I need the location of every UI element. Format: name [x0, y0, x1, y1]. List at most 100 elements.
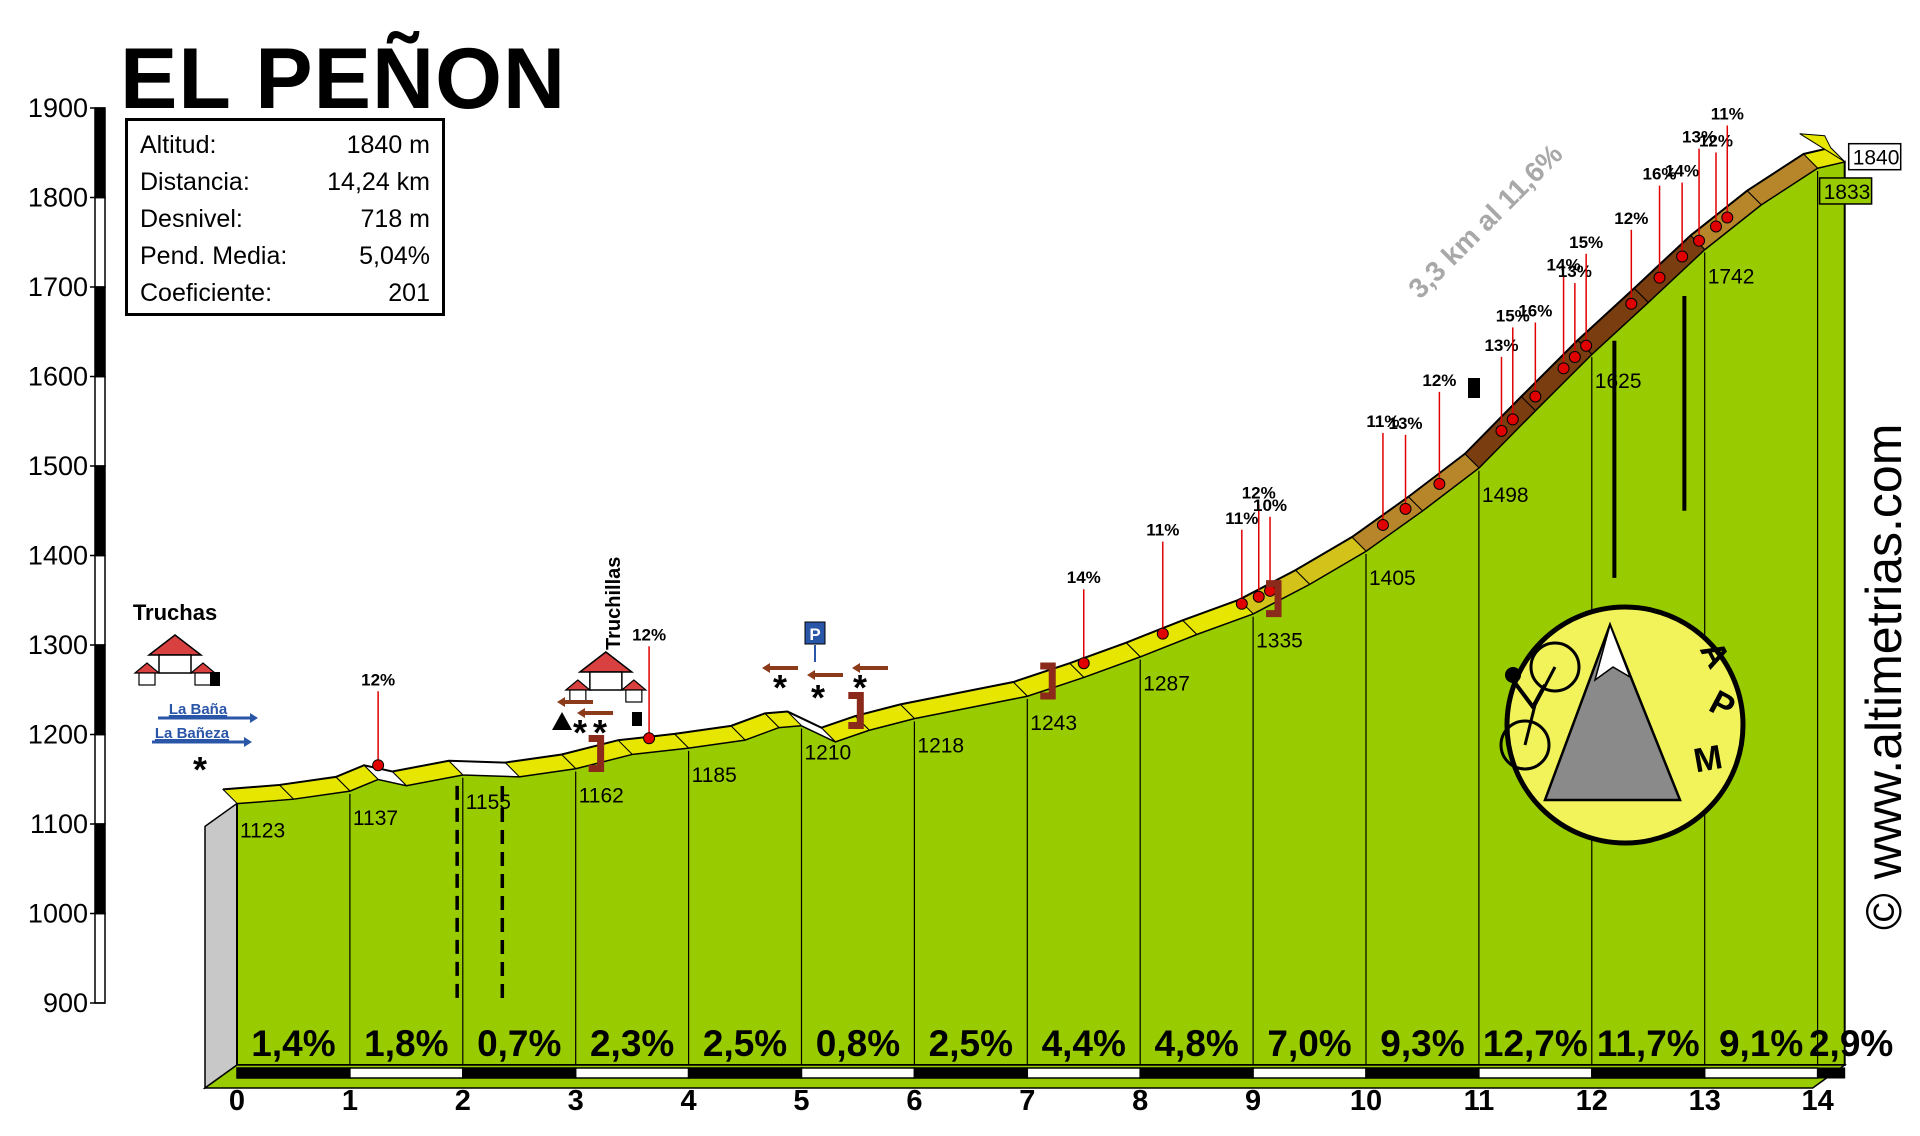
- stat-row: Coeficiente: 201: [140, 275, 430, 312]
- steep-marker: [1506, 413, 1519, 426]
- y-axis-segment: [94, 823, 106, 915]
- alt-label: 1498: [1482, 484, 1529, 507]
- house-icon: [194, 672, 212, 686]
- y-axis-segment: [94, 554, 106, 646]
- segment-grade-label: 2,5%: [929, 1023, 1013, 1064]
- house-icon: [625, 689, 643, 703]
- y-tick-label: 1000: [28, 899, 88, 929]
- place-label: Truchillas: [603, 557, 625, 650]
- steep-label: 13%: [1388, 414, 1422, 433]
- stat-value: 5,04%: [359, 242, 430, 270]
- steep-label: 13%: [1682, 128, 1716, 147]
- bracket-marker: [588, 735, 605, 773]
- apm-logo: APM: [1499, 604, 1746, 846]
- junction-icon: *: [193, 749, 207, 790]
- bracket-marker: [1040, 662, 1056, 700]
- summit-label: 1840: [1853, 147, 1900, 170]
- x-axis-segment: [913, 1067, 1029, 1079]
- steep-marker: [1156, 627, 1169, 640]
- x-axis-segment: [236, 1067, 351, 1079]
- watermark-text: © www.altimetrias.com: [1856, 423, 1912, 930]
- stat-row: Pend. Media: 5,04%: [140, 238, 430, 275]
- x-axis-segment: [574, 1067, 690, 1079]
- steep-label: 15%: [1569, 233, 1603, 252]
- steep-label: 16%: [1643, 165, 1677, 184]
- segment-grade-label: 2,3%: [590, 1023, 674, 1064]
- steep-marker: [1529, 390, 1542, 403]
- alt-label: 1405: [1369, 567, 1416, 590]
- junction-icon: *: [573, 712, 587, 753]
- steep-label: 12%: [1699, 131, 1733, 150]
- alt-label: 1625: [1595, 370, 1642, 393]
- segment-grade-label: 1,8%: [364, 1023, 448, 1064]
- x-axis-segment: [800, 1067, 916, 1079]
- steep-marker: [1495, 424, 1508, 437]
- x-tick-label: 1: [342, 1085, 358, 1117]
- x-axis-segment: [1478, 1067, 1593, 1079]
- cyclist-icon: [1505, 667, 1521, 683]
- alt-label: 1243: [1030, 712, 1077, 735]
- y-tick-label: 1500: [28, 451, 88, 481]
- mountain-icon: [1543, 621, 1682, 802]
- parking-label: P: [809, 625, 820, 644]
- steep-marker: [1676, 250, 1689, 263]
- profile-side-face: [204, 801, 238, 1090]
- y-tick-label: 1800: [28, 183, 88, 213]
- x-axis-segment: [1365, 1067, 1480, 1079]
- x-axis-segment: [1252, 1067, 1367, 1079]
- stretch-label: 3,3 km al 11,6%: [1402, 138, 1568, 304]
- profile-side-wall: [204, 801, 238, 1090]
- steep-label: 12%: [1614, 209, 1648, 228]
- segment-grade-label: 12,7%: [1483, 1023, 1588, 1064]
- steep-label: 12%: [1422, 371, 1456, 390]
- y-axis-segment: [94, 196, 106, 288]
- place-label: Truchas: [133, 600, 217, 625]
- x-axis-segment: [1817, 1067, 1846, 1079]
- steep-label: 14%: [1665, 162, 1699, 181]
- x-tick-label: 10: [1350, 1085, 1382, 1117]
- alt-label: 1185: [692, 764, 737, 787]
- alt-label: 1155: [466, 791, 511, 814]
- steep-marker: [1077, 657, 1090, 670]
- x-tick-label: 12: [1576, 1085, 1608, 1117]
- stat-value: 201: [388, 279, 430, 307]
- house-icon: [138, 672, 156, 686]
- cyclist-icon: [1513, 681, 1547, 711]
- segment-grade-label: 9,3%: [1380, 1023, 1464, 1064]
- house-icon: [189, 662, 217, 674]
- alt-label: 1123: [240, 819, 285, 842]
- alt-label: 1335: [1256, 630, 1303, 653]
- x-tick-label: 13: [1689, 1085, 1721, 1117]
- logo-letter: M: [1691, 738, 1725, 780]
- steep-marker: [1568, 351, 1581, 364]
- arrow-head-icon: [244, 737, 252, 747]
- junction-icon: *: [773, 667, 787, 708]
- y-tick-label: 1400: [28, 541, 88, 571]
- bicycle-wheel-icon: [1499, 719, 1551, 771]
- fountain-icon: [210, 672, 220, 686]
- x-tick-label: 14: [1801, 1085, 1833, 1117]
- parking-icon: [804, 621, 826, 645]
- x-tick-label: 8: [1132, 1085, 1148, 1117]
- x-tick-label: 9: [1245, 1085, 1261, 1117]
- summit-label-box: [1847, 142, 1902, 171]
- x-axis-segment: [687, 1067, 803, 1079]
- stat-label: Coeficiente:: [140, 279, 273, 307]
- alt-label: 1218: [917, 734, 964, 757]
- y-axis: 900 1000 1100 1200 1300 1400 1500 1600 1700 1800 1…: [28, 93, 106, 1018]
- arrow-head-icon: [577, 708, 585, 718]
- y-tick-label: 1700: [28, 272, 88, 302]
- steep-label: 16%: [1518, 302, 1552, 321]
- y-axis-segment: [94, 733, 106, 825]
- y-tick-label: 900: [43, 988, 88, 1018]
- steep-marker: [1693, 234, 1706, 247]
- arrow-head-icon: [852, 663, 860, 673]
- arrow-head-icon: [762, 663, 770, 673]
- steep-marker: [1433, 477, 1446, 490]
- house-icon: [589, 671, 623, 691]
- bracket-marker: [1266, 580, 1282, 618]
- x-tick-label: 6: [906, 1085, 922, 1117]
- segment-grade-label: 2,5%: [703, 1023, 787, 1064]
- y-axis-segment: [94, 286, 106, 378]
